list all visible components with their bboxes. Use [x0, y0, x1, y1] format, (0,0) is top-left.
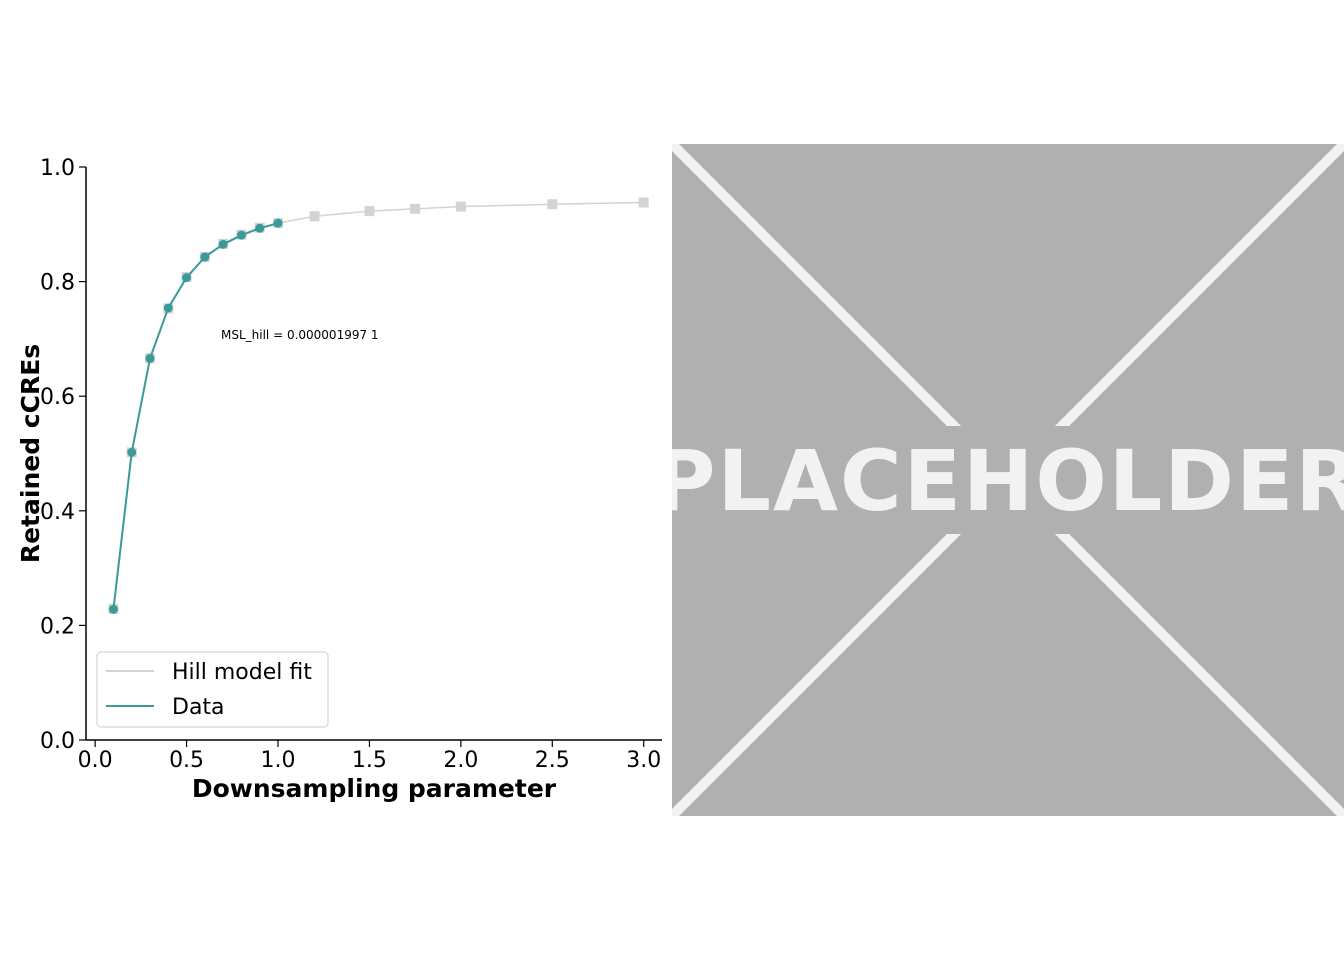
fit-point [309, 211, 320, 222]
legend-label-hill: Hill model fit [172, 660, 312, 685]
legend-frame [96, 651, 329, 728]
fit-point [364, 206, 375, 217]
data-point [218, 239, 228, 249]
series-layer [108, 197, 649, 614]
data-point [182, 273, 192, 283]
data-point [108, 604, 118, 614]
x-tick-label: 0.0 [78, 748, 113, 773]
y-tick-label: 0.4 [40, 500, 75, 525]
series-line-1 [112, 222, 279, 610]
legend-label-data: Data [172, 695, 225, 720]
data-point [273, 218, 283, 228]
x-tick-label: 2.0 [443, 748, 478, 773]
y-tick-label: 0.6 [40, 385, 75, 410]
data-point [127, 447, 137, 457]
y-tick-label: 1.0 [40, 156, 75, 181]
placeholder-image: PLACEHOLDER [672, 144, 1344, 816]
x-axis-title: Downsampling parameter [192, 774, 557, 803]
y-axis-title: Retained cCREs [16, 344, 45, 563]
data-point [200, 252, 210, 262]
data-point [145, 353, 155, 363]
placeholder-text-band [672, 426, 1344, 534]
y-tick-label: 0.8 [40, 271, 75, 296]
y-tick-label: 0.0 [40, 729, 75, 754]
annotation: MSL_hill = 0.000001997 1 [221, 328, 379, 342]
axis-ticks: 0.0 0.5 1.0 1.5 2.0 2.5 3.0 0.0 0.2 0.4 0.6 0.8 1.0 [40, 156, 661, 773]
legend: Hill model fit Data [96, 651, 329, 728]
x-tick-label: 3.0 [626, 748, 661, 773]
x-tick-label: 1.5 [352, 748, 387, 773]
x-tick-label: 0.5 [169, 748, 204, 773]
data-point [163, 303, 173, 313]
data-point [255, 223, 265, 233]
fit-point [547, 199, 558, 210]
fit-point [638, 197, 649, 208]
fit-point [410, 203, 421, 214]
line-chart: 0.0 0.5 1.0 1.5 2.0 2.5 3.00.00.20.40.60.81.0 … [16, 156, 662, 803]
x-tick-label: 2.5 [535, 748, 570, 773]
x-tick-label: 1.0 [261, 748, 296, 773]
y-tick-label: 0.2 [40, 614, 75, 639]
fit-point [455, 201, 466, 212]
series-line-0 [112, 201, 644, 609]
placeholder-text: PLACEHOLDER [672, 432, 1344, 530]
data-point [236, 230, 246, 240]
